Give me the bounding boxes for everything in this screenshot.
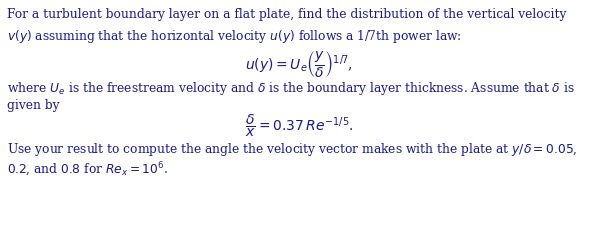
Text: Use your result to compute the angle the velocity vector makes with the plate at: Use your result to compute the angle the… <box>7 140 578 157</box>
Text: $\dfrac{\delta}{x} = 0.37\, Re^{-1/5}$.: $\dfrac{\delta}{x} = 0.37\, Re^{-1/5}$. <box>245 112 353 139</box>
Text: $0.2$, and $0.8$ for $Re_x = 10^6$.: $0.2$, and $0.8$ for $Re_x = 10^6$. <box>7 160 168 178</box>
Text: $v(y)$ assuming that the horizontal velocity $u(y)$ follows a 1/7th power law:: $v(y)$ assuming that the horizontal velo… <box>7 27 462 44</box>
Text: For a turbulent boundary layer on a flat plate, find the distribution of the ver: For a turbulent boundary layer on a flat… <box>7 8 566 21</box>
Text: $u(y) = U_e \left(\dfrac{y}{\delta}\right)^{1/7}$,: $u(y) = U_e \left(\dfrac{y}{\delta}\righ… <box>245 48 353 78</box>
Text: given by: given by <box>7 99 59 112</box>
Text: where $U_e$ is the freestream velocity and $\delta$ is the boundary layer thickn: where $U_e$ is the freestream velocity a… <box>7 79 575 96</box>
